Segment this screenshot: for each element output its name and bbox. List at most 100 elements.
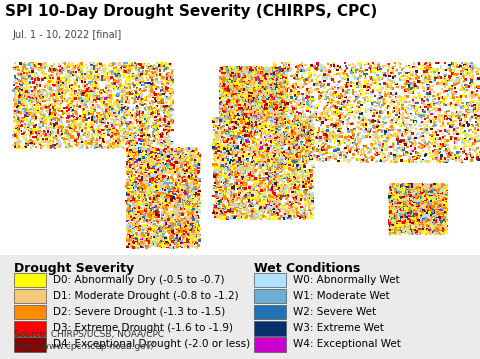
Point: [400, 225, 408, 230]
Point: [289, 149, 297, 154]
Point: [397, 214, 405, 220]
Point: [437, 208, 445, 214]
Point: [248, 178, 256, 183]
Point: [140, 171, 147, 176]
Point: [90, 84, 97, 90]
Point: [335, 140, 342, 145]
Point: [284, 130, 291, 135]
Point: [230, 85, 238, 90]
Point: [277, 82, 285, 88]
Point: [244, 211, 252, 217]
Point: [162, 218, 170, 224]
Point: [184, 164, 192, 170]
Point: [259, 71, 266, 77]
Point: [249, 149, 256, 155]
Point: [122, 90, 130, 96]
Point: [467, 147, 474, 153]
Point: [411, 217, 419, 223]
Point: [263, 85, 270, 90]
Point: [173, 156, 180, 162]
Point: [273, 81, 280, 87]
Point: [148, 241, 156, 247]
Point: [424, 130, 432, 136]
Point: [133, 216, 141, 222]
Point: [259, 158, 267, 164]
Point: [149, 150, 156, 156]
Point: [403, 183, 410, 189]
Point: [149, 203, 157, 209]
Point: [474, 123, 480, 129]
Point: [274, 73, 281, 78]
Point: [421, 202, 429, 208]
Point: [157, 141, 165, 147]
Point: [122, 94, 130, 100]
Point: [217, 117, 225, 122]
Point: [158, 213, 166, 218]
Point: [53, 80, 61, 86]
Point: [60, 124, 67, 130]
Point: [308, 195, 316, 200]
Point: [128, 136, 135, 142]
Point: [231, 119, 239, 125]
Point: [393, 218, 401, 223]
Point: [173, 177, 181, 183]
Point: [228, 83, 236, 89]
Point: [292, 168, 300, 173]
Point: [398, 219, 406, 225]
Point: [233, 197, 241, 203]
Point: [146, 85, 154, 90]
Point: [415, 221, 422, 227]
Point: [245, 91, 252, 97]
Point: [18, 75, 26, 81]
Point: [130, 107, 137, 113]
Point: [284, 215, 292, 221]
Point: [229, 72, 237, 78]
Point: [237, 96, 245, 102]
Point: [232, 148, 240, 154]
Point: [144, 245, 151, 251]
Point: [239, 90, 246, 95]
Point: [230, 174, 238, 180]
Point: [388, 214, 396, 220]
Point: [417, 228, 425, 234]
Point: [238, 83, 246, 89]
Point: [414, 218, 421, 224]
Point: [442, 200, 450, 206]
Point: [179, 148, 186, 154]
Point: [396, 114, 403, 120]
Point: [32, 61, 40, 66]
Point: [182, 215, 190, 221]
Point: [216, 199, 223, 204]
Point: [141, 237, 148, 242]
Point: [265, 138, 273, 144]
Point: [148, 79, 156, 84]
Point: [230, 108, 238, 114]
Point: [410, 201, 418, 207]
Point: [276, 136, 283, 142]
Point: [236, 185, 244, 190]
Point: [404, 183, 412, 189]
Point: [129, 152, 137, 158]
Point: [49, 143, 57, 149]
Point: [220, 104, 228, 110]
Point: [419, 133, 427, 139]
Point: [304, 106, 312, 111]
Point: [247, 114, 255, 120]
Point: [158, 223, 166, 229]
Point: [390, 98, 398, 104]
Point: [370, 65, 377, 71]
Point: [434, 228, 442, 234]
Point: [380, 74, 387, 80]
Point: [237, 89, 244, 94]
Point: [122, 63, 130, 69]
Point: [258, 107, 265, 112]
Point: [275, 88, 283, 94]
Point: [246, 132, 254, 138]
Point: [104, 93, 111, 99]
Point: [95, 110, 102, 116]
Point: [212, 136, 219, 142]
Point: [210, 168, 218, 174]
Point: [357, 106, 365, 111]
Point: [54, 126, 62, 132]
Point: [265, 144, 273, 150]
